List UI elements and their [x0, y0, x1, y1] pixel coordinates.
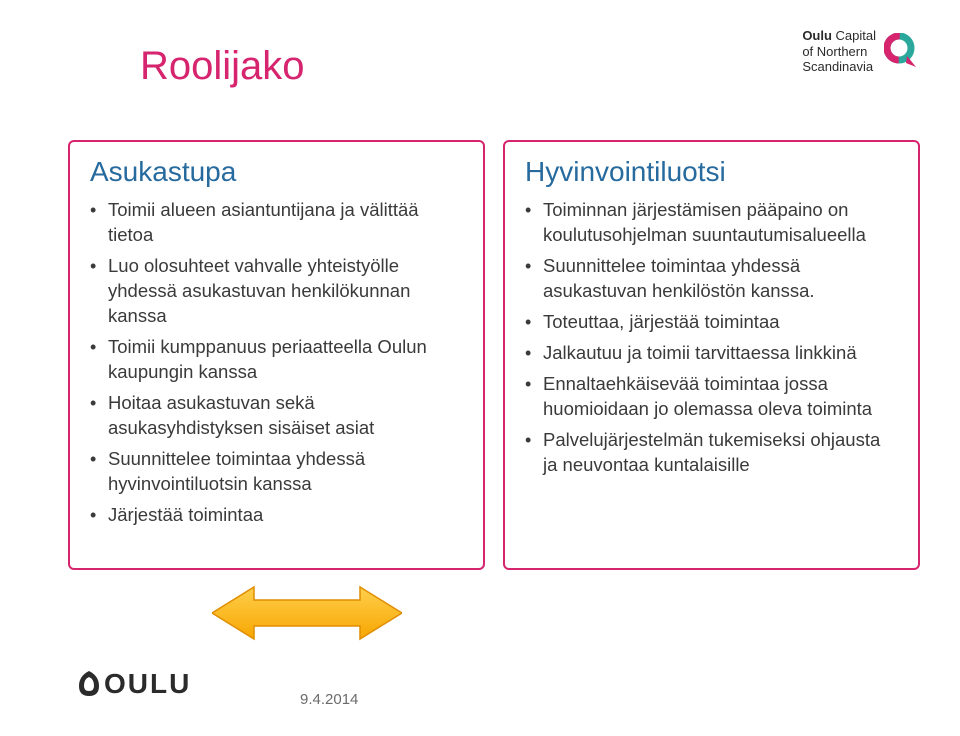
list-item: Suunnittelee toimintaa yhdessä hyvinvoin…: [90, 447, 463, 497]
speech-bubble-icon: [884, 33, 920, 69]
list-item: Toimii alueen asiantuntijana ja välittää…: [90, 198, 463, 248]
list-item: Jalkautuu ja toimii tarvittaessa linkkin…: [525, 341, 898, 366]
right-list: Toiminnan järjestämisen pääpaino on koul…: [525, 198, 898, 478]
right-column-heading: Hyvinvointiluotsi: [525, 156, 898, 188]
list-item: Hoitaa asukastuvan sekä asukasyhdistykse…: [90, 391, 463, 441]
left-column-heading: Asukastupa: [90, 156, 463, 188]
list-item: Toiminnan järjestämisen pääpaino on koul…: [525, 198, 898, 248]
list-item: Suunnittelee toimintaa yhdessä asukastuv…: [525, 254, 898, 304]
list-item: Luo olosuhteet vahvalle yhteistyölle yhd…: [90, 254, 463, 329]
top-logo-line1-rest: Capital: [832, 28, 876, 43]
list-item: Toteuttaa, järjestää toimintaa: [525, 310, 898, 335]
top-logo-text: Oulu Capital of Northern Scandinavia: [802, 28, 876, 75]
top-logo: Oulu Capital of Northern Scandinavia: [802, 28, 920, 75]
left-list: Toimii alueen asiantuntijana ja välittää…: [90, 198, 463, 528]
list-item: Järjestää toimintaa: [90, 503, 463, 528]
right-column: Hyvinvointiluotsi Toiminnan järjestämise…: [503, 140, 920, 570]
list-item: Toimii kumppanuus periaatteella Oulun ka…: [90, 335, 463, 385]
left-column: Asukastupa Toimii alueen asiantuntijana …: [68, 140, 485, 570]
list-item: Ennaltaehkäisevää toimintaa jossa huomio…: [525, 372, 898, 422]
list-item: Palvelujärjestelmän tukemiseksi ohjausta…: [525, 428, 898, 478]
footer-date: 9.4.2014: [300, 691, 358, 708]
page-title: Roolijako: [140, 44, 305, 89]
oulu-logo: OULU: [76, 668, 191, 700]
top-logo-line3: Scandinavia: [802, 59, 876, 75]
top-logo-line2: of Northern: [802, 44, 876, 60]
top-logo-line1-bold: Oulu: [802, 28, 832, 43]
columns-container: Asukastupa Toimii alueen asiantuntijana …: [68, 140, 920, 570]
double-arrow-icon: [212, 585, 402, 641]
oulu-logo-text: OULU: [104, 668, 191, 700]
